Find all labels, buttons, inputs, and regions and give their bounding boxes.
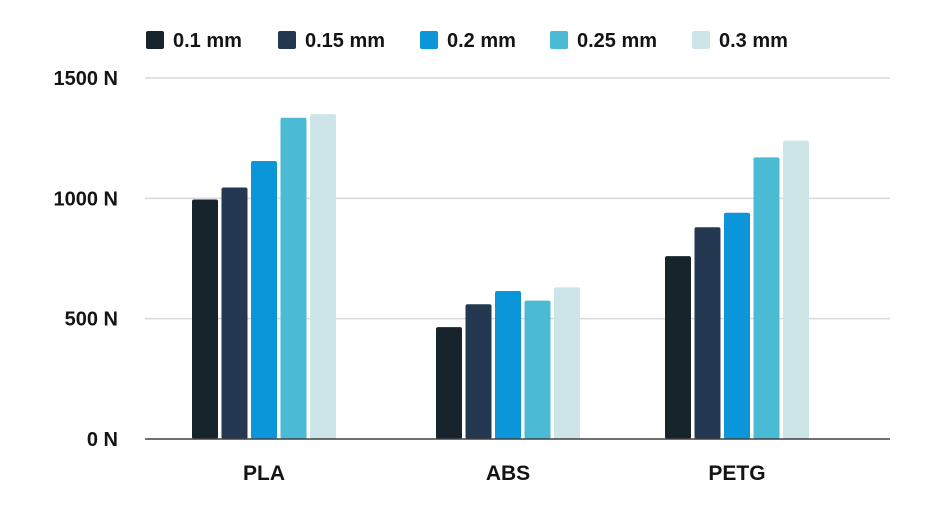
bar-petg-4 [753,157,780,440]
bar-petg-3 [724,212,750,439]
y-tick-label: 0 N [87,429,118,451]
legend-item: 0.1 mm [146,30,242,52]
bar-petg-2 [694,227,721,439]
legend-swatch [550,31,568,49]
bar-petg-1 [665,256,691,439]
x-category-label: PETG [708,462,765,485]
x-category-label: ABS [486,462,530,485]
legend: 0.1 mm 0.15 mm 0.2 mm 0.25 mm 0.3 mm [146,30,788,52]
legend-swatch [420,31,438,49]
bar-abs-3 [495,290,521,439]
bar-abs-5 [554,287,580,439]
x-category-label: PLA [243,462,285,485]
bar-pla-5 [310,114,336,439]
legend-item: 0.25 mm [550,30,657,52]
bars [192,114,809,440]
bar-abs-1 [436,327,462,439]
legend-label: 0.3 mm [719,30,788,52]
bar-petg-5 [783,140,809,439]
y-tick-label: 1000 N [54,188,119,210]
legend-label: 0.25 mm [577,30,657,52]
bar-abs-2 [465,304,492,439]
bar-pla-2 [221,187,248,439]
legend-label: 0.15 mm [305,30,385,52]
bar-pla-3 [251,161,277,439]
bar-abs-4 [524,300,551,439]
legend-item: 0.15 mm [278,30,385,52]
legend-swatch [146,31,164,49]
bar-pla-4 [280,117,307,440]
legend-label: 0.1 mm [173,30,242,52]
x-axis-categories: PLA ABS PETG [243,462,766,485]
bar-pla-1 [192,199,218,439]
y-tick-label: 1500 N [54,68,119,90]
legend-label: 0.2 mm [447,30,516,52]
legend-swatch [278,31,296,49]
legend-item: 0.3 mm [692,30,788,52]
y-axis-ticks: 0 N 500 N 1000 N 1500 N [54,68,119,451]
y-tick-label: 500 N [65,309,118,331]
legend-swatch [692,31,710,49]
legend-item: 0.2 mm [420,30,516,52]
